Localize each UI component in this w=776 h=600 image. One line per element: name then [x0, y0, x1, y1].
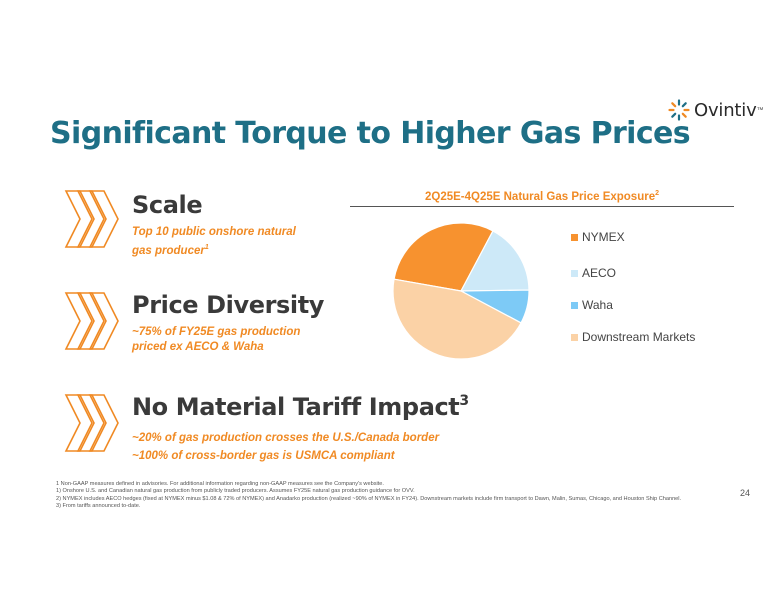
footnote: 1) Onshore U.S. and Canadian natural gas… [56, 488, 415, 495]
chevron-arrows-icon [64, 292, 119, 350]
tariff-impact-subtitle: ~20% of gas production crosses the U.S./… [132, 432, 440, 462]
chart-title: 2Q25E-4Q25E Natural Gas Price Exposure2 [424, 190, 660, 203]
chevron-arrows-icon [64, 190, 119, 248]
tariff-impact-title: No Material Tariff Impact3 [132, 393, 469, 421]
legend-item-nymex: NYMEX [571, 230, 625, 244]
legend-item-downstream-markets: Downstream Markets [571, 330, 695, 344]
legend-label: AECO [582, 266, 617, 280]
price-diversity-title: Price Diversity [132, 291, 325, 319]
price-diversity-subtitle: ~75% of FY25E gas production priced ex A… [132, 326, 301, 353]
chart-title-rule [350, 206, 734, 207]
legend-label: NYMEX [582, 230, 625, 244]
legend-label: Waha [582, 298, 613, 312]
pie-slice-nymex [393, 222, 494, 292]
legend-swatch [571, 333, 578, 341]
chevron-arrows-icon [64, 394, 119, 452]
page-number: 24 [740, 488, 751, 498]
legend-swatch [571, 301, 578, 309]
footnote: 2) NYMEX includes AECO hedges (fixed at … [56, 495, 682, 502]
pie-slice-downstream-markets [392, 278, 522, 360]
footnote: 1 Non-GAAP measures defined in advisorie… [56, 481, 384, 487]
legend-item-aeco: AECO [571, 266, 616, 280]
legend-item-waha: Waha [571, 298, 613, 312]
legend-swatch [571, 233, 578, 241]
ovintiv-logo-text: Ovintiv [694, 99, 757, 121]
legend-label: Downstream Markets [582, 330, 696, 344]
ovintiv-logo: Ovintiv ™ [668, 96, 768, 124]
page-title: Significant Torque to Higher Gas Prices [50, 116, 691, 151]
footnotes: 1 Non-GAAP measures defined in advisorie… [56, 481, 746, 510]
legend-swatch [571, 269, 578, 277]
scale-title: Scale [132, 191, 203, 219]
pie-chart [392, 222, 530, 360]
footnote: 3) From tariffs announced to-date. [56, 502, 141, 509]
pie-slice-aeco [459, 230, 530, 292]
ovintiv-logo-icon [668, 99, 690, 121]
scale-subtitle: Top 10 public onshore natural gas produc… [132, 226, 296, 257]
logo-trademark: ™ [756, 106, 764, 114]
